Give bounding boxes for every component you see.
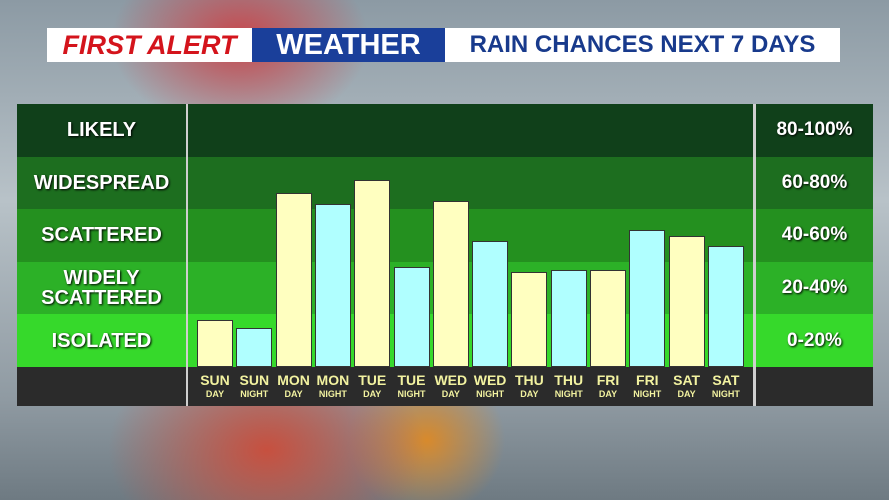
bar <box>472 240 509 367</box>
bar <box>354 180 391 367</box>
x-label-day: FRI <box>596 372 620 388</box>
x-label-period: DAY <box>677 389 696 399</box>
x-label-period: NIGHT <box>240 389 269 399</box>
band-label: LIKELY <box>66 119 137 142</box>
bar <box>629 230 666 367</box>
x-label-day: SUN <box>200 372 230 388</box>
bar <box>275 193 312 367</box>
x-label-period: NIGHT <box>397 389 426 399</box>
x-label-day: WED <box>473 372 507 388</box>
x-label-day: MON <box>277 372 310 388</box>
x-label-day: SUN <box>239 372 270 388</box>
bar <box>314 203 351 367</box>
band <box>17 104 873 157</box>
x-label-day: SAT <box>712 372 740 388</box>
band-range: 80-100% <box>776 119 853 141</box>
bar <box>432 201 469 367</box>
x-label-period: DAY <box>598 389 618 399</box>
x-label-period: DAY <box>520 389 539 399</box>
bar <box>197 319 233 367</box>
bar <box>550 269 587 367</box>
divider <box>753 367 756 406</box>
band-label: SCATTERED <box>41 224 162 247</box>
x-label-period: DAY <box>363 389 382 399</box>
band <box>17 156 873 210</box>
title: RAIN CHANCES NEXT 7 DAYS <box>445 28 840 62</box>
band-range: 0-20% <box>787 329 842 351</box>
band-label: ISOLATED <box>51 329 152 352</box>
x-label-day: WED <box>434 372 468 388</box>
band-label: WIDELY SCATTERED <box>41 267 162 310</box>
divider <box>186 104 188 406</box>
footer-strip <box>17 367 873 406</box>
x-label-period: NIGHT <box>554 389 583 399</box>
brand-first: FIRST ALERT <box>47 28 252 62</box>
bar <box>590 269 626 367</box>
x-label-day: MON <box>316 372 350 388</box>
x-label-day: THU <box>515 372 544 388</box>
x-label-day: THU <box>554 372 584 388</box>
bar <box>393 267 430 367</box>
x-label-period: NIGHT <box>633 389 662 399</box>
x-label-day: FRI <box>636 372 659 388</box>
band-range: 60-80% <box>781 171 848 193</box>
x-label-day: SAT <box>673 372 701 388</box>
bar <box>707 246 744 367</box>
band-range: 20-40% <box>781 277 848 299</box>
x-label-period: NIGHT <box>318 389 347 399</box>
divider <box>753 104 756 406</box>
x-label-period: NIGHT <box>476 389 505 399</box>
bar <box>511 272 548 367</box>
x-label-period: DAY <box>441 389 460 399</box>
x-label-period: DAY <box>284 389 303 399</box>
x-label-period: DAY <box>205 389 225 399</box>
x-label-period: NIGHT <box>711 389 740 399</box>
bar <box>236 327 273 367</box>
band-label: WIDESPREAD <box>33 171 170 194</box>
divider <box>186 367 188 406</box>
band-range: 40-60% <box>781 224 848 246</box>
x-label-day: TUE <box>397 372 426 388</box>
x-label-day: TUE <box>358 372 387 388</box>
bar <box>668 235 705 367</box>
brand-second: WEATHER <box>252 28 445 62</box>
